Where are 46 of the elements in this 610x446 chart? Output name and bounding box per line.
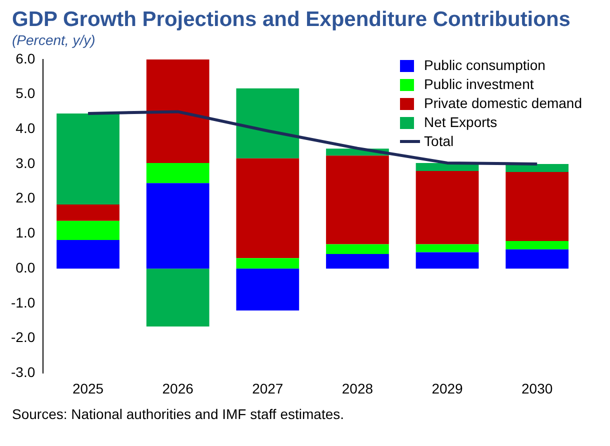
legend-label: Total	[424, 132, 454, 151]
y-tick-label: 0.0	[16, 259, 36, 276]
bar	[146, 183, 210, 269]
legend-label: Private domestic demand	[424, 94, 582, 113]
bar	[326, 244, 389, 254]
bar	[236, 258, 300, 269]
bar	[146, 268, 210, 326]
y-tick-label: 3.0	[16, 154, 36, 171]
x-tick-label: 2029	[432, 380, 464, 396]
bar	[56, 220, 120, 240]
x-tick-label: 2025	[72, 380, 104, 396]
y-tick-label: -2.0	[11, 329, 36, 346]
y-tick-label: 2.0	[16, 190, 36, 206]
chart-title: GDP Growth Projections and Expenditure Contributions	[11, 8, 572, 32]
bar	[506, 172, 569, 242]
bar	[236, 268, 300, 310]
y-tick-label: 1.0	[16, 224, 36, 241]
bar	[146, 162, 210, 184]
bar	[56, 204, 120, 221]
bar	[326, 254, 389, 269]
bar	[146, 59, 210, 163]
x-tick-label: 2026	[162, 380, 194, 396]
bar	[236, 88, 300, 158]
bar	[506, 249, 569, 269]
bar	[416, 252, 479, 269]
bar	[416, 170, 479, 244]
bar	[506, 241, 569, 250]
y-tick-label: -1.0	[11, 294, 36, 310]
bar	[326, 156, 389, 244]
chart-subtitle: (Percent, y/y)	[11, 32, 96, 48]
bar	[506, 164, 569, 172]
legend-label: Net Exports	[424, 113, 498, 132]
x-tick-label: 2028	[342, 380, 374, 396]
bar	[416, 244, 479, 252]
legend-label: Public consumption	[424, 56, 546, 75]
x-tick-label: 2027	[252, 380, 284, 396]
y-tick-label: 6.0	[16, 50, 36, 66]
bar	[56, 240, 120, 269]
x-tick-label: 2030	[522, 380, 553, 396]
bar	[236, 158, 300, 258]
y-tick-label: -3.0	[11, 364, 36, 380]
y-tick-label: 4.0	[16, 120, 36, 136]
y-tick-label: 5.0	[16, 85, 36, 102]
legend-label: Public investment	[424, 75, 534, 94]
bar	[56, 113, 120, 204]
source-note: Sources: National authorities and IMF staff estimates.	[11, 406, 346, 422]
